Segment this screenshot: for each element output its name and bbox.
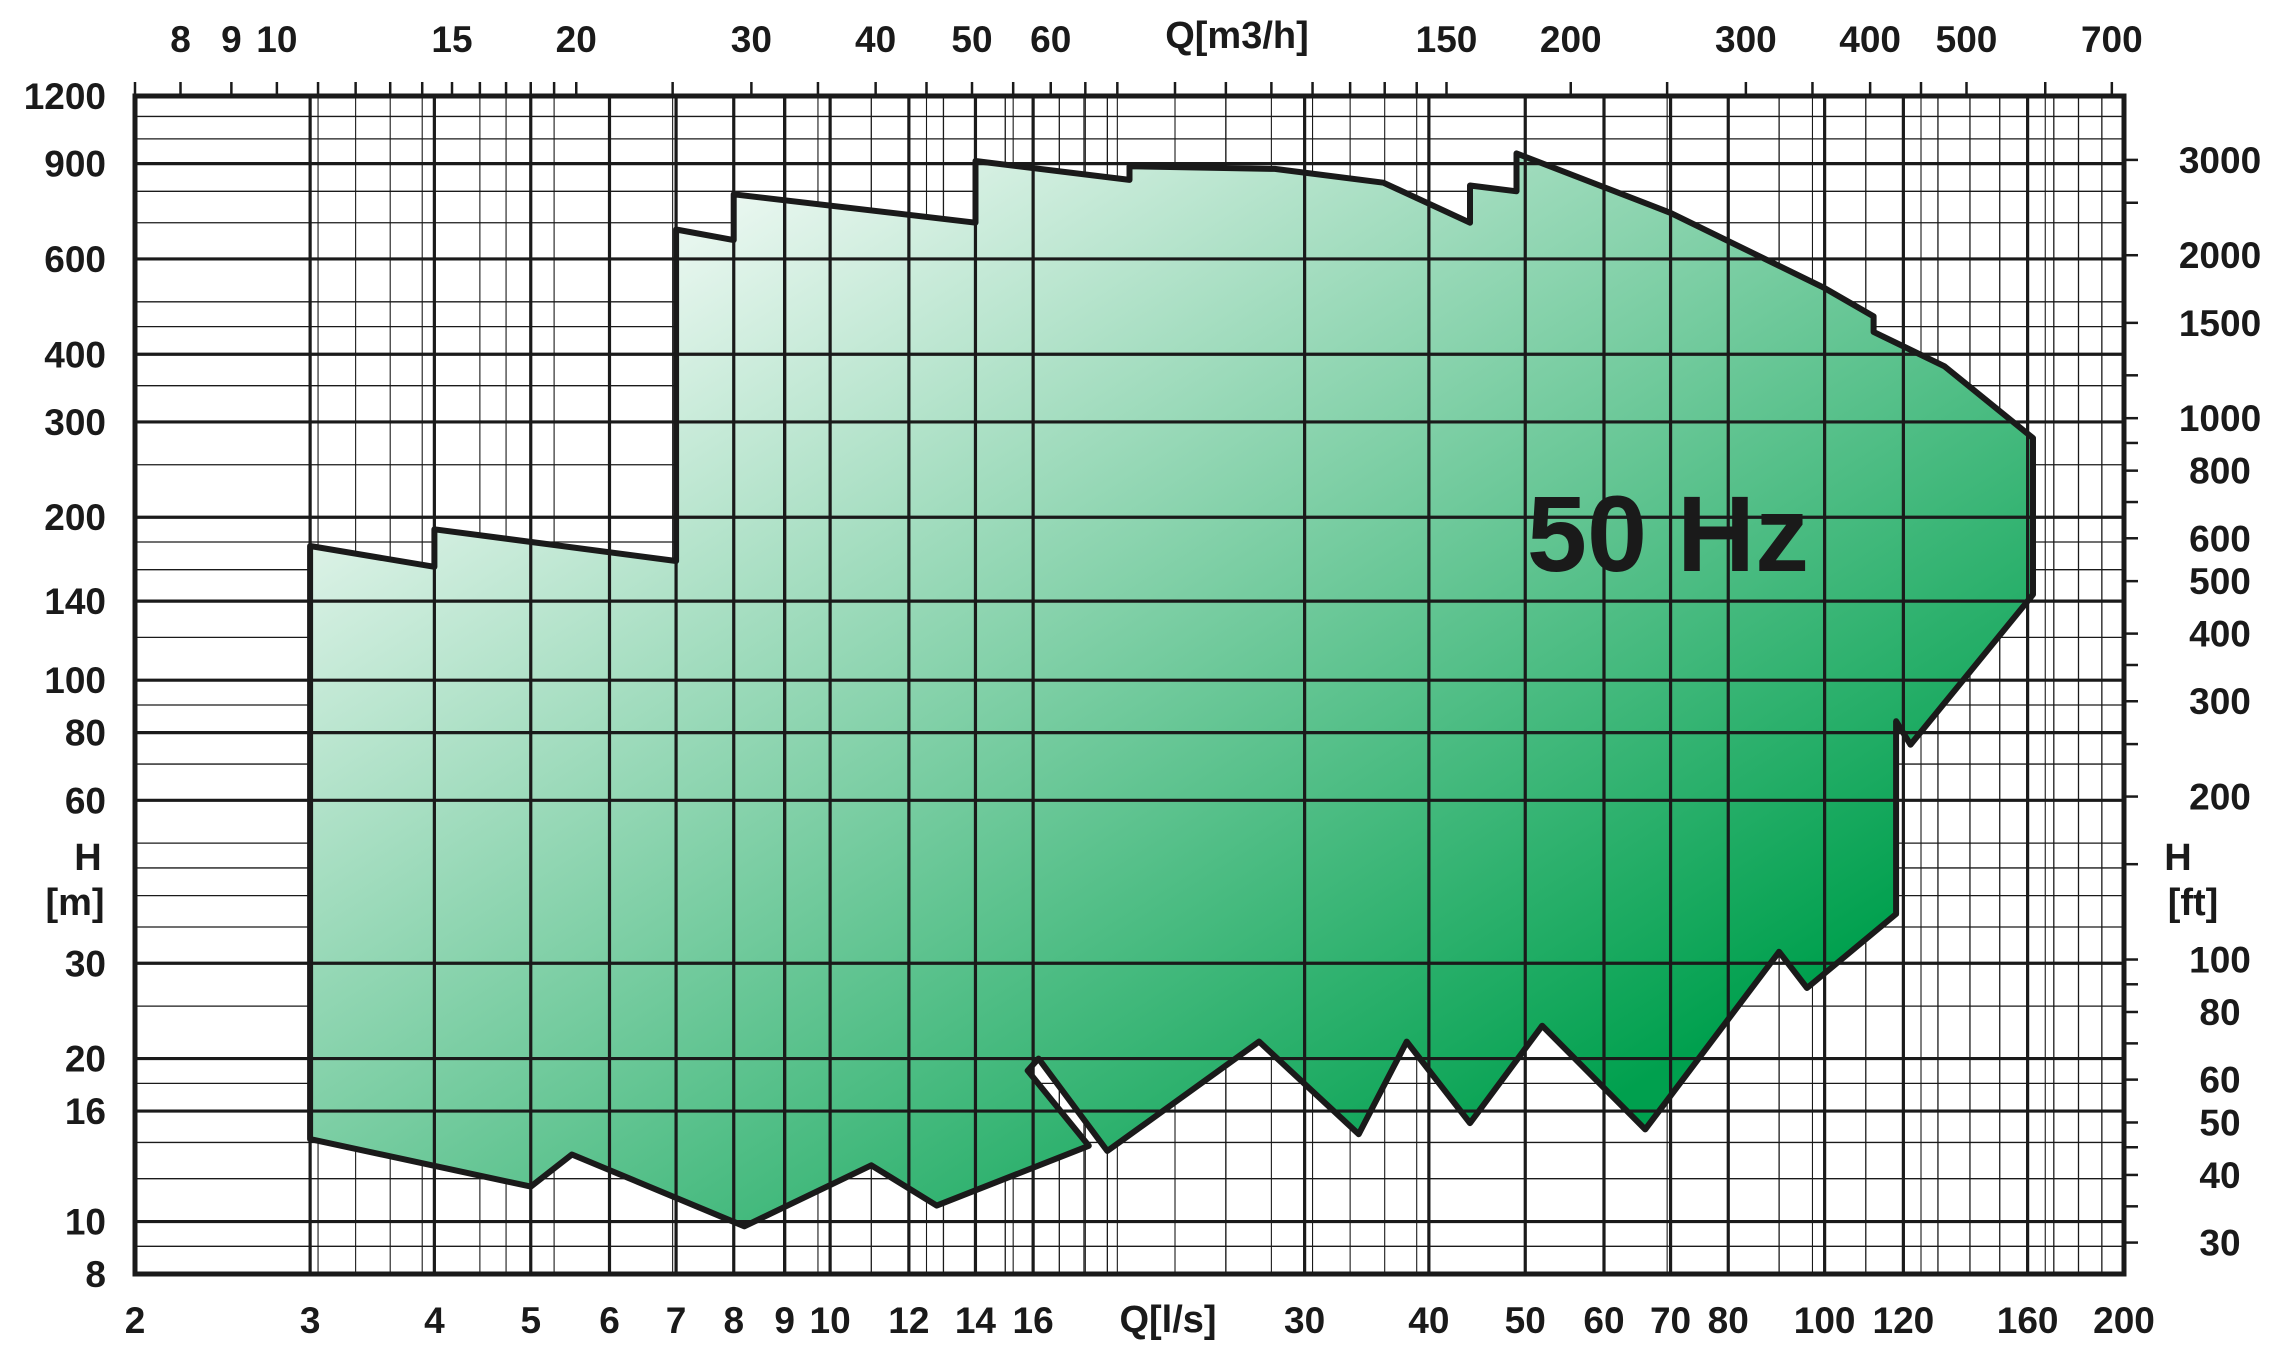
y-left-tick-label: 600 bbox=[44, 239, 106, 280]
y-right-tick-label: 1000 bbox=[2179, 398, 2261, 439]
x-top-tick-label: 40 bbox=[855, 19, 896, 60]
x-top-title: Q[m3/h] bbox=[1165, 15, 1309, 57]
x-bottom-tick-label: 100 bbox=[1794, 1300, 1856, 1341]
x-bottom-tick-label: 120 bbox=[1873, 1300, 1935, 1341]
x-bottom-tick-label: 2 bbox=[125, 1300, 146, 1341]
y-right-tick-label: 80 bbox=[2199, 992, 2240, 1033]
x-top-tick-label: 10 bbox=[256, 19, 297, 60]
y-right-tick-label: 50 bbox=[2199, 1102, 2240, 1143]
y-left-tick-label: 900 bbox=[44, 144, 106, 185]
y-right-tick-label: 60 bbox=[2199, 1060, 2240, 1101]
frequency-label: 50 Hz bbox=[1527, 473, 1809, 594]
axis-tick-labels: 2 3 4 5 6 7 8 9 10 12 14 16 30 40 50 60 70 80 100 120 160 200… bbox=[24, 19, 2261, 1341]
y-right-tick-label: 200 bbox=[2189, 777, 2251, 818]
y-right-tick-label: 3000 bbox=[2179, 140, 2261, 181]
y-left-tick-label: 200 bbox=[44, 497, 106, 538]
y-left-tick-label: 20 bbox=[65, 1039, 106, 1080]
x-top-tick-label: 400 bbox=[1839, 19, 1901, 60]
y-left-tick-label: 10 bbox=[65, 1202, 106, 1243]
x-bottom-tick-label: 160 bbox=[1997, 1300, 2059, 1341]
x-top-tick-label: 300 bbox=[1715, 19, 1777, 60]
x-bottom-tick-label: 80 bbox=[1708, 1300, 1749, 1341]
x-bottom-tick-label: 10 bbox=[810, 1300, 851, 1341]
y-left-tick-label: 80 bbox=[65, 713, 106, 754]
x-top-tick-label: 8 bbox=[170, 19, 191, 60]
y-right-tick-label: 600 bbox=[2189, 518, 2251, 559]
x-bottom-tick-label: 40 bbox=[1408, 1300, 1449, 1341]
y-right-tick-label: 100 bbox=[2189, 940, 2251, 981]
y-left-tick-label: 30 bbox=[65, 943, 106, 984]
x-bottom-tick-label: 3 bbox=[300, 1300, 321, 1341]
y-left-tick-label: 8 bbox=[85, 1254, 106, 1295]
x-bottom-tick-label: 8 bbox=[723, 1300, 744, 1341]
x-top-tick-label: 60 bbox=[1030, 19, 1071, 60]
x-bottom-tick-label: 200 bbox=[2093, 1300, 2155, 1341]
x-top-tick-label: 9 bbox=[221, 19, 242, 60]
y-right-tick-label: 400 bbox=[2189, 614, 2251, 655]
x-top-tick-label: 150 bbox=[1416, 19, 1478, 60]
y-right-title: H bbox=[2164, 837, 2191, 879]
x-top-tick-label: 200 bbox=[1540, 19, 1602, 60]
y-left-tick-label: 400 bbox=[44, 334, 106, 375]
x-top-tick-label: 20 bbox=[556, 19, 597, 60]
x-top-tick-label: 15 bbox=[431, 19, 472, 60]
y-left-title: H bbox=[74, 837, 101, 879]
y-right-tick-label: 40 bbox=[2199, 1155, 2240, 1196]
x-bottom-tick-label: 12 bbox=[888, 1300, 929, 1341]
y-left-tick-label: 60 bbox=[65, 780, 106, 821]
x-bottom-tick-label: 60 bbox=[1583, 1300, 1624, 1341]
x-top-tick-label: 50 bbox=[951, 19, 992, 60]
x-bottom-tick-label: 70 bbox=[1650, 1300, 1691, 1341]
x-bottom-tick-label: 9 bbox=[774, 1300, 795, 1341]
x-bottom-title: Q[l/s] bbox=[1119, 1299, 1216, 1341]
y-left-tick-label: 16 bbox=[65, 1091, 106, 1132]
y-left-tick-label: 300 bbox=[44, 402, 106, 443]
y-left-tick-label: 100 bbox=[44, 660, 106, 701]
x-bottom-tick-label: 30 bbox=[1284, 1300, 1325, 1341]
y-left-tick-label: 140 bbox=[44, 581, 106, 622]
y-left-unit: [m] bbox=[45, 882, 104, 924]
envelope-outline bbox=[307, 150, 2036, 1230]
y-right-tick-label: 2000 bbox=[2179, 235, 2261, 276]
y-right-tick-label: 500 bbox=[2189, 561, 2251, 602]
x-bottom-tick-label: 5 bbox=[520, 1300, 541, 1341]
y-right-tick-label: 30 bbox=[2199, 1223, 2240, 1264]
x-bottom-tick-label: 6 bbox=[599, 1300, 620, 1341]
x-bottom-tick-label: 50 bbox=[1505, 1300, 1546, 1341]
y-right-tick-label: 1500 bbox=[2179, 303, 2261, 344]
y-left-tick-label: 1200 bbox=[24, 76, 106, 117]
x-bottom-tick-label: 4 bbox=[424, 1300, 445, 1341]
x-bottom-tick-label: 16 bbox=[1013, 1300, 1054, 1341]
major-gridlines bbox=[135, 96, 2124, 1274]
y-right-unit: [ft] bbox=[2168, 882, 2219, 924]
x-top-tick-label: 700 bbox=[2081, 19, 2143, 60]
plot-frame bbox=[132, 93, 2127, 1277]
x-bottom-tick-label: 7 bbox=[666, 1300, 687, 1341]
y-right-tick-label: 800 bbox=[2189, 451, 2251, 492]
x-bottom-tick-label: 14 bbox=[955, 1300, 997, 1341]
y-right-tick-label: 300 bbox=[2189, 681, 2251, 722]
x-top-tick-label: 30 bbox=[731, 19, 772, 60]
x-top-tick-label: 500 bbox=[1936, 19, 1998, 60]
